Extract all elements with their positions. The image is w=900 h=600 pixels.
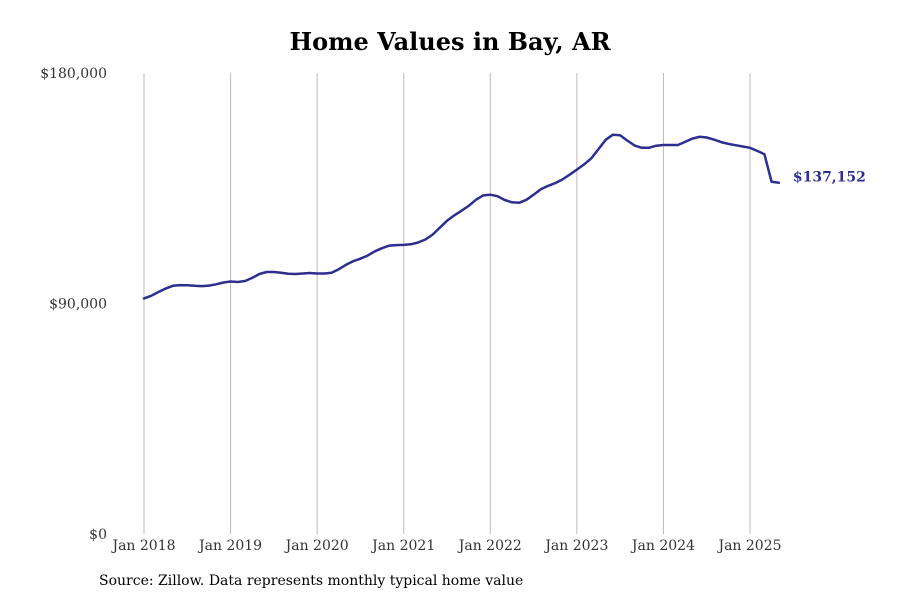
- gridlines: [143, 73, 751, 534]
- y-axis-tick-labels: $0 $90,000 $180,000: [40, 66, 107, 543]
- x-axis-tick-labels: Jan 2018 Jan 2019 Jan 2020 Jan 2021 Jan 2022…: [110, 538, 781, 554]
- x-tick-label: Jan 2018: [110, 538, 175, 554]
- y-tick-label: $180,000: [40, 66, 107, 82]
- y-tick-label: $0: [89, 527, 107, 543]
- end-value-label: $137,152: [793, 170, 866, 186]
- y-tick-label: $90,000: [49, 297, 107, 313]
- chart-title: Home Values in Bay, AR: [289, 27, 611, 56]
- x-tick-label: Jan 2023: [543, 538, 608, 554]
- x-tick-label: Jan 2021: [370, 538, 435, 554]
- x-tick-label: Jan 2025: [716, 538, 781, 554]
- series-layer: $137,152: [142, 133, 866, 300]
- source-note: Source: Zillow. Data represents monthly …: [99, 573, 524, 589]
- x-tick-label: Jan 2019: [197, 538, 262, 554]
- x-tick-label: Jan 2022: [457, 538, 522, 554]
- x-tick-label: Jan 2024: [630, 538, 695, 554]
- x-tick-label: Jan 2020: [284, 538, 349, 554]
- series-line: [142, 133, 781, 300]
